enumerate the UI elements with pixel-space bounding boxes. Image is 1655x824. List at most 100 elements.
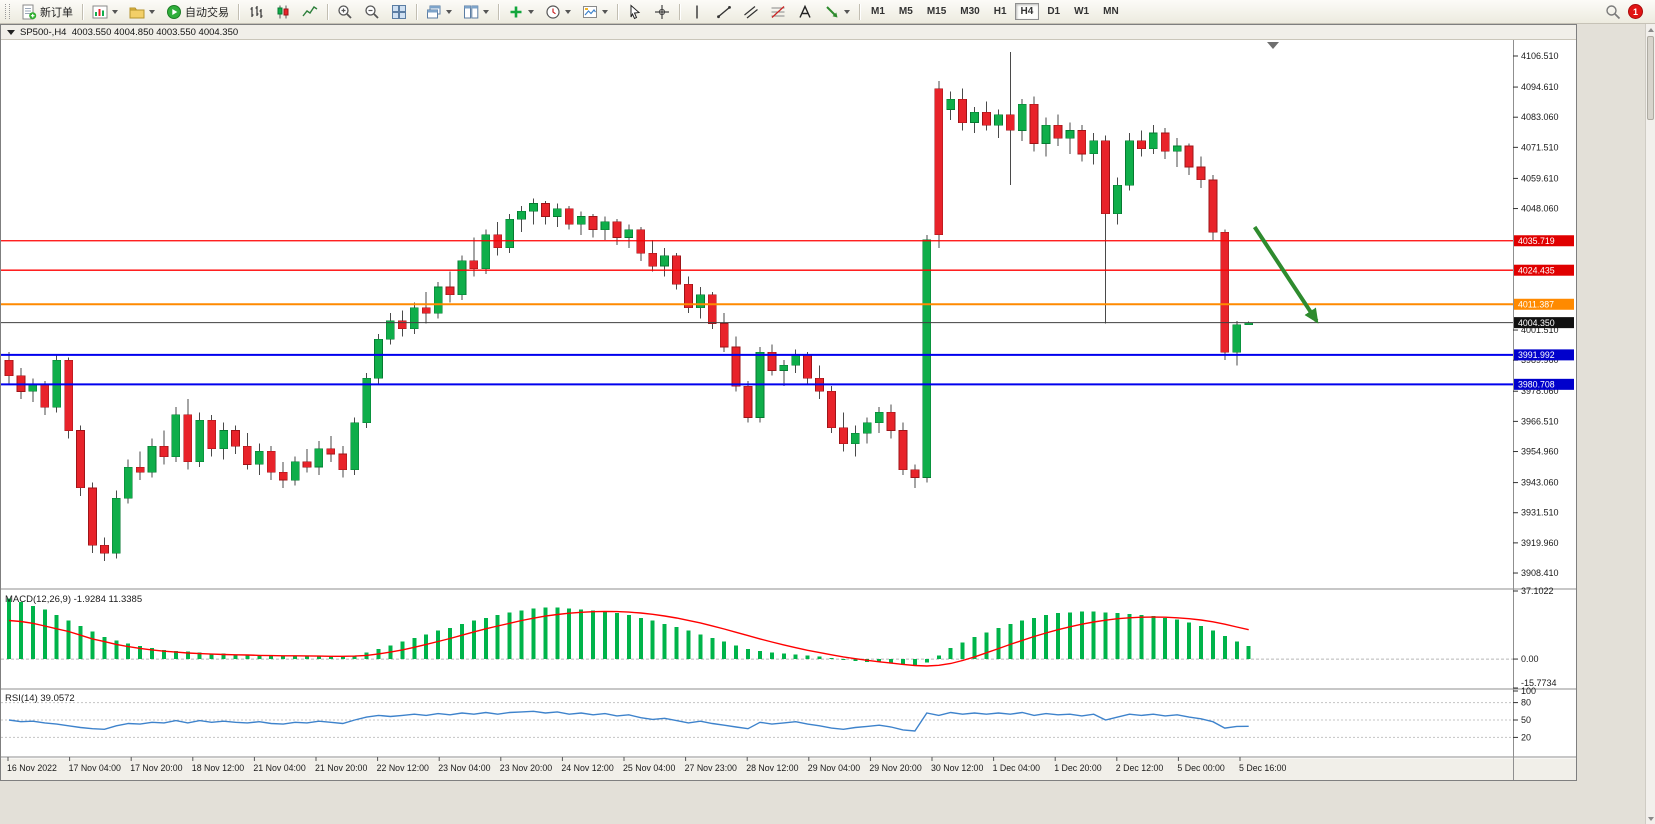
timeframes-menu-button[interactable] [540,2,576,22]
crosshair-icon [655,4,669,19]
price-badge [1514,317,1574,329]
toolbar: 新订单 自动交易 [0,0,1655,24]
vertical-line-tool-button[interactable] [684,2,710,22]
new-order-label: 新订单 [40,6,73,19]
search-icon[interactable] [1605,4,1621,20]
zoom-out-button[interactable] [359,2,385,22]
price-tick-label: 4094.610 [1521,82,1559,92]
cascade-windows-button[interactable] [421,2,457,22]
time-tick-label: 27 Nov 23:00 [685,763,737,773]
candlestick-chart-button[interactable] [270,2,296,22]
candlesticks [4,52,1254,561]
price-tick-label: 4106.510 [1521,51,1559,61]
time-tick-label: 29 Nov 20:00 [869,763,921,773]
autotrading-label: 自动交易 [185,6,229,19]
chart-background[interactable] [1,40,1576,780]
price-tick-label: 3931.510 [1521,508,1559,518]
timeframe-button-m5[interactable]: M5 [893,3,919,20]
scrollbar-thumb[interactable] [1647,36,1654,120]
price-tick-label: 3908.410 [1521,568,1559,578]
price-chart[interactable]: 4106.510 4094.610 4083.060 4071.510 4059.610… [1,40,1576,780]
chevron-down-icon [602,9,608,14]
time-tick-label: 30 Nov 12:00 [931,763,983,773]
price-tick-label: 4001.510 [1521,325,1559,335]
arrange-windows-icon [464,5,479,18]
scroll-up-arrow[interactable] [1646,24,1655,35]
vertical-scrollbar[interactable] [1645,24,1655,824]
timeframe-button-w1[interactable]: W1 [1068,3,1095,20]
price-tick-label: 3978.060 [1521,386,1559,396]
tile-windows-icon [392,4,406,19]
price-badge [1514,349,1574,361]
price-badge-label: 4024.435 [1518,265,1555,275]
price-tick-label: 3919.960 [1521,538,1559,548]
price-badge [1514,298,1574,310]
timeframe-button-m1[interactable]: M1 [865,3,891,20]
timeframe-button-h4[interactable]: H4 [1014,3,1040,20]
price-tick-label: 3966.510 [1521,416,1559,426]
arrange-windows-button[interactable] [458,2,494,22]
trend-arrow-annotation[interactable] [1252,225,1319,324]
chart-menu-caret-icon[interactable] [7,29,15,35]
macd-signal-line [8,610,1249,667]
time-tick-label: 28 Nov 12:00 [746,763,798,773]
price-badge-label: 4035.719 [1518,236,1555,246]
chevron-down-icon [844,9,850,14]
new-chart-button[interactable] [87,2,123,22]
arrows-tool-button[interactable] [819,2,855,22]
separator [327,3,328,20]
time-tick-label: 23 Nov 20:00 [500,763,552,773]
separator [416,3,417,20]
crosshair-button[interactable] [649,2,675,22]
time-tick-label: 5 Dec 16:00 [1239,763,1287,773]
price-tick-label: 3954.960 [1521,447,1559,457]
new-order-icon [22,4,37,19]
templates-icon [583,5,597,18]
autotrading-button[interactable]: 自动交易 [161,2,234,22]
chart-title: SP500-,H4 4003.550 4004.850 4003.550 400… [20,26,239,38]
timeframe-button-d1[interactable]: D1 [1041,3,1066,20]
channel-tool-button[interactable] [738,2,764,22]
cursor-icon [630,3,641,19]
scroll-down-arrow[interactable] [1646,813,1655,824]
line-chart-button[interactable] [297,2,323,22]
chevron-down-icon [149,9,155,14]
new-chart-icon [92,5,108,18]
horizontal-level-lines[interactable] [1,240,1513,386]
text-tool-button[interactable] [792,2,818,22]
macd-scale-label: -15.7734 [1521,678,1557,688]
price-badge-label: 4004.350 [1518,318,1555,328]
timeframe-button-m15[interactable]: M15 [921,3,952,20]
tile-windows-button[interactable] [386,2,412,22]
zoom-in-button[interactable] [332,2,358,22]
templates-button[interactable] [577,2,613,22]
trendline-tool-button[interactable] [711,2,737,22]
chevron-down-icon [565,9,571,14]
rsi-scale-label: 80 [1521,698,1531,708]
time-tick-label: 1 Dec 04:00 [993,763,1041,773]
chart-shift-marker-icon[interactable] [1267,42,1279,49]
vertical-line-icon [696,5,698,18]
timeframe-button-h1[interactable]: H1 [988,3,1013,20]
timeframe-button-m30[interactable]: M30 [954,3,985,20]
rsi-scale-label: 50 [1521,715,1531,725]
time-tick-label: 21 Nov 04:00 [253,763,305,773]
profiles-button[interactable] [124,2,160,22]
cursor-button[interactable] [622,2,648,22]
time-tick-label: 1 Dec 20:00 [1054,763,1102,773]
indicators-button[interactable] [503,2,539,22]
notification-badge[interactable]: 1 [1628,4,1643,19]
clock-icon [546,4,560,19]
equidistant-channel-icon [744,5,758,18]
timeframe-button-mn[interactable]: MN [1097,3,1125,20]
bar-chart-button[interactable] [243,2,269,22]
fibonacci-tool-button[interactable] [765,2,791,22]
rsi-line [8,710,1249,732]
separator [859,3,860,20]
time-tick-label: 2 Dec 12:00 [1116,763,1164,773]
timeframe-group: M1 M5 M15 M30 H1 H4 D1 W1 MN [864,3,1126,20]
new-order-button[interactable]: 新订单 [16,2,78,22]
rsi-scale-label: 100 [1521,686,1536,696]
price-badge [1514,378,1574,390]
toolbar-grip[interactable] [5,4,10,19]
